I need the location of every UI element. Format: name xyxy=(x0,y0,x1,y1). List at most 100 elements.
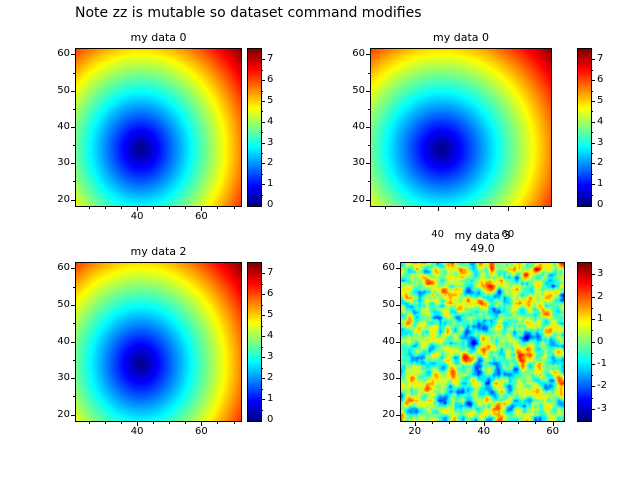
colorbar-my-data-2: 0 1 2 3 4 5 6 7 xyxy=(247,262,273,425)
x-tick-label: 60 xyxy=(546,426,560,437)
y-tick xyxy=(398,396,401,398)
x-tick xyxy=(88,421,90,424)
colorbar-tick xyxy=(261,111,263,113)
y-tick xyxy=(368,181,371,183)
x-tick xyxy=(185,421,187,424)
subplot-my-data-0: my data 0 40 60 20 30 40 50 60 xyxy=(57,32,242,222)
colorbar-tick xyxy=(261,59,265,61)
colorbar-tick-label: 1 xyxy=(597,313,604,325)
colorbar-tick xyxy=(261,184,265,186)
colorbar-canvas xyxy=(578,49,591,206)
colorbar-tick-label: 4 xyxy=(267,330,274,342)
y-tick-label: 20 xyxy=(57,193,70,205)
y-tick-label: 60 xyxy=(57,262,70,274)
colorbar-tick xyxy=(261,346,263,348)
subplot-title: my data 0 xyxy=(130,31,187,44)
y-tick-label: 30 xyxy=(57,372,70,383)
subplot-my-data-0-b: my data 0 40 60 20 30 40 50 60 xyxy=(352,32,552,240)
y-tick-label: 40 xyxy=(57,335,70,347)
colorbar-tick xyxy=(261,367,263,369)
x-tick xyxy=(542,206,544,209)
y-tick-label: 50 xyxy=(57,298,70,310)
y-tick-label: 30 xyxy=(382,372,395,383)
colorbar-tick xyxy=(261,409,263,411)
colorbar-tick xyxy=(261,388,263,390)
colorbar-tick-label: 1 xyxy=(267,178,274,190)
colorbar-tick xyxy=(591,80,595,82)
colorbar-tick xyxy=(591,184,595,186)
y-tick xyxy=(73,181,76,183)
heatmap-canvas xyxy=(371,49,551,206)
colorbar-tick xyxy=(591,386,595,388)
colorbar-tick xyxy=(591,163,595,165)
y-tick xyxy=(73,359,76,361)
colorbar-tick-label: 2 xyxy=(267,372,274,384)
x-tick-label: 40 xyxy=(130,211,144,222)
figure-title: Note zz is mutable so dataset command mo… xyxy=(75,5,422,21)
colorbar-tick xyxy=(261,357,265,359)
colorbar-tick-label: 7 xyxy=(267,267,274,279)
x-tick xyxy=(88,206,90,209)
colorbar-tick xyxy=(261,80,265,82)
y-tick xyxy=(366,163,371,165)
colorbar-tick xyxy=(261,69,263,71)
y-tick-label: 20 xyxy=(352,193,365,205)
colorbar-tick xyxy=(591,121,595,123)
colorbar-my-data-0-b: 0 1 2 3 4 5 6 7 xyxy=(577,48,603,210)
y-tick xyxy=(73,72,76,74)
x-tick-label: 40 xyxy=(477,426,491,437)
x-tick xyxy=(104,206,106,209)
colorbar-tick xyxy=(591,375,593,377)
y-tick xyxy=(398,359,401,361)
colorbar-tick-label: 2 xyxy=(597,157,604,169)
colorbar-tick-label: 0 xyxy=(597,335,604,347)
colorbar-tick-label: 0 xyxy=(267,414,274,425)
y-tick xyxy=(73,323,76,325)
colorbar-tick-label: 2 xyxy=(597,290,604,302)
x-tick xyxy=(535,421,537,424)
y-tick xyxy=(71,341,76,343)
colorbar-tick-label: 3 xyxy=(597,136,604,148)
colorbar-tick xyxy=(591,397,593,399)
colorbar-tick-label: 3 xyxy=(267,351,274,363)
subplot-my-data-3: my data 3 49.0 20 40 60 20 30 40 50 60 xyxy=(382,230,565,437)
x-tick xyxy=(137,206,139,211)
y-tick xyxy=(368,72,371,74)
colorbar-tick-label: 1 xyxy=(267,393,274,405)
x-tick-label: 40 xyxy=(130,426,144,437)
colorbar-tick xyxy=(591,330,593,332)
colorbar-tick xyxy=(261,173,263,175)
y-tick xyxy=(396,378,401,379)
x-tick-label: 20 xyxy=(408,426,422,437)
colorbar-tick xyxy=(261,336,265,338)
colorbar-tick xyxy=(591,173,593,175)
y-tick-label: 50 xyxy=(57,84,70,96)
colorbar-tick xyxy=(591,69,593,71)
colorbar-tick-label: 6 xyxy=(267,288,274,300)
x-tick xyxy=(500,421,502,424)
y-tick xyxy=(73,396,76,398)
y-tick xyxy=(396,341,401,343)
subplot-title: my data 2 xyxy=(130,245,187,258)
colorbar-my-data-0: 0 1 2 3 4 5 6 7 xyxy=(247,48,273,210)
y-tick xyxy=(396,304,401,306)
y-tick xyxy=(71,54,76,56)
x-tick xyxy=(169,421,171,424)
colorbar-tick xyxy=(261,273,265,275)
y-tick-label: 30 xyxy=(352,157,365,169)
x-tick xyxy=(217,421,219,424)
colorbar-tick xyxy=(261,101,265,102)
colorbar-tick-label: 5 xyxy=(267,95,274,106)
y-tick xyxy=(366,54,371,56)
colorbar-tick xyxy=(591,285,593,287)
heatmap-canvas xyxy=(401,263,564,421)
colorbar-tick-label: 4 xyxy=(267,115,274,127)
colorbar-tick-label: 3 xyxy=(597,268,604,280)
colorbar-tick-label: 4 xyxy=(597,115,604,127)
y-tick xyxy=(71,378,76,379)
colorbar-tick-label: 2 xyxy=(267,157,274,169)
colorbar-tick-label: 6 xyxy=(267,74,274,86)
colorbar-tick xyxy=(591,319,595,321)
x-tick xyxy=(169,206,171,209)
x-tick xyxy=(449,421,451,424)
